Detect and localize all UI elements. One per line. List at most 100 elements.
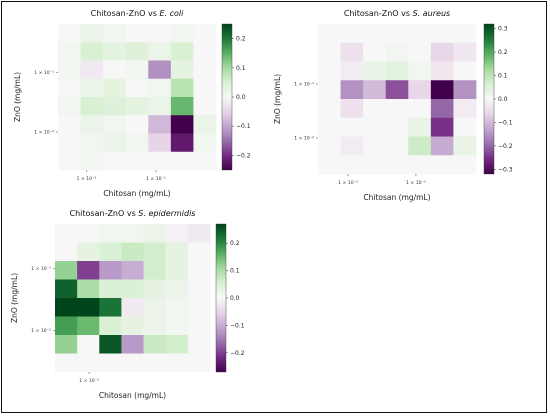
x-tick-label: 1 × 10⁻¹ <box>79 378 99 384</box>
heatmap-cell <box>193 133 217 153</box>
heatmap-cell <box>77 261 100 280</box>
heatmap-cell <box>165 316 189 336</box>
heatmap-cell <box>363 99 387 119</box>
heatmap-cell <box>340 24 364 44</box>
heatmap-cell <box>165 353 189 373</box>
y-tick-label: 1 × 10⁻¹ <box>31 266 51 272</box>
heatmap-cell <box>125 60 149 80</box>
heatmap-cell <box>143 335 167 354</box>
colorbar-tick-label: 0.0 <box>230 295 240 302</box>
heatmap-cell <box>363 117 387 137</box>
heatmap-cell <box>148 60 172 80</box>
heatmap-cell <box>340 42 364 62</box>
heatmap-cell <box>170 78 194 98</box>
heatmap-cell <box>55 353 78 373</box>
heatmap-cell <box>453 42 477 62</box>
heatmap-cell <box>170 115 194 134</box>
heatmap-cell <box>58 24 81 43</box>
heatmap-cell <box>99 224 122 243</box>
heatmap-cell <box>99 298 122 317</box>
heatmap-cell <box>408 42 432 62</box>
colorbar-tick-label: −0.1 <box>498 119 513 126</box>
colorbar <box>215 223 227 373</box>
heatmap-cell <box>193 115 217 134</box>
y-tick-label: 1 × 10⁻¹ <box>294 82 314 88</box>
x-axis-label: Chitosan (mg/mL) <box>363 193 430 202</box>
heatmap-cell <box>408 61 432 81</box>
heatmap-cell <box>55 279 78 299</box>
heatmap-cell <box>55 298 78 317</box>
heatmap-cell <box>430 24 454 44</box>
heatmap-cell <box>148 151 172 171</box>
heatmap-cell <box>408 155 432 175</box>
y-tick-label: 1 × 10⁻² <box>294 136 314 142</box>
colorbar-tick-label: 0.0 <box>236 94 246 101</box>
heatmap-cell <box>103 97 127 116</box>
heatmap-cell <box>121 224 144 243</box>
heatmap-cell <box>148 133 172 153</box>
heatmap-cell <box>318 117 341 137</box>
heatmap-cell <box>58 115 81 134</box>
y-tick-label: 1 × 10⁻¹ <box>34 70 54 76</box>
heatmap-cell <box>99 261 122 280</box>
heatmap-cell <box>363 155 387 175</box>
heatmap-cell <box>148 24 172 43</box>
heatmap-cell <box>99 316 122 336</box>
chart-title: Chitosan-ZnO vs S. epidermidis <box>70 209 196 218</box>
heatmap-cell <box>340 136 364 156</box>
heatmap-cell <box>148 78 172 98</box>
heatmap-cell <box>55 261 78 280</box>
heatmap-cell <box>385 117 409 137</box>
heatmap-cell <box>318 24 341 44</box>
heatmap-cell <box>318 136 341 156</box>
x-tick-label: 1 × 10⁻¹ <box>406 180 426 186</box>
heatmap-cell <box>430 136 454 156</box>
heatmap-cell <box>58 42 81 61</box>
heatmap-cell <box>453 136 477 156</box>
heatmap-cell <box>408 99 432 119</box>
heatmap-cell <box>165 242 189 262</box>
heatmap-cell <box>103 133 127 153</box>
heatmap-cell <box>55 335 78 354</box>
heatmap-cell <box>143 279 167 299</box>
heatmap-cell <box>193 60 217 80</box>
heatmap-cell <box>77 353 100 373</box>
colorbar-tick-label: −0.3 <box>498 166 513 173</box>
colorbar-tick-label: −0.2 <box>236 152 251 159</box>
heatmap-cell <box>193 42 217 61</box>
heatmap-cell <box>453 117 477 137</box>
heatmap-cell <box>430 155 454 175</box>
colorbar-tick-label: 0.2 <box>230 240 240 247</box>
heatmap-cell <box>125 115 149 134</box>
colorbar <box>221 23 233 171</box>
heatmap-cell <box>408 24 432 44</box>
colorbar-tick-label: −0.1 <box>236 123 251 130</box>
heatmap-cell <box>77 279 100 299</box>
colorbar-tick-label: 0.2 <box>236 36 246 43</box>
heatmap-cell <box>430 117 454 137</box>
heatmap-cell <box>385 99 409 119</box>
heatmap-cell <box>143 298 167 317</box>
heatmap-cell <box>165 298 189 317</box>
heatmap-cell <box>170 151 194 171</box>
heatmap-cell <box>363 80 387 100</box>
heatmap-cell <box>453 155 477 175</box>
heatmap-cell <box>99 242 122 262</box>
heatmap-cell <box>318 42 341 62</box>
heatmap-cell <box>165 261 189 280</box>
heatmap-cell <box>165 335 189 354</box>
heatmap-cell <box>187 298 211 317</box>
heatmap-cell <box>80 42 104 61</box>
x-axis-label: Chitosan (mg/mL) <box>99 391 166 400</box>
heatmap-cell <box>125 42 149 61</box>
heatmap-cell <box>77 298 100 317</box>
colorbar-tick-label: −0.1 <box>230 322 245 329</box>
heatmap-panel-3: Chitosan-ZnO vs S. epidermidis Chitosan (… <box>10 209 245 400</box>
heatmap-cell <box>453 99 477 119</box>
heatmap-cell <box>103 24 127 43</box>
heatmap-cell <box>170 97 194 116</box>
heatmap-cell <box>121 316 144 336</box>
colorbar-tick-label: 0.1 <box>236 65 246 72</box>
heatmap-cell <box>80 24 104 43</box>
heatmap-cell <box>187 316 211 336</box>
